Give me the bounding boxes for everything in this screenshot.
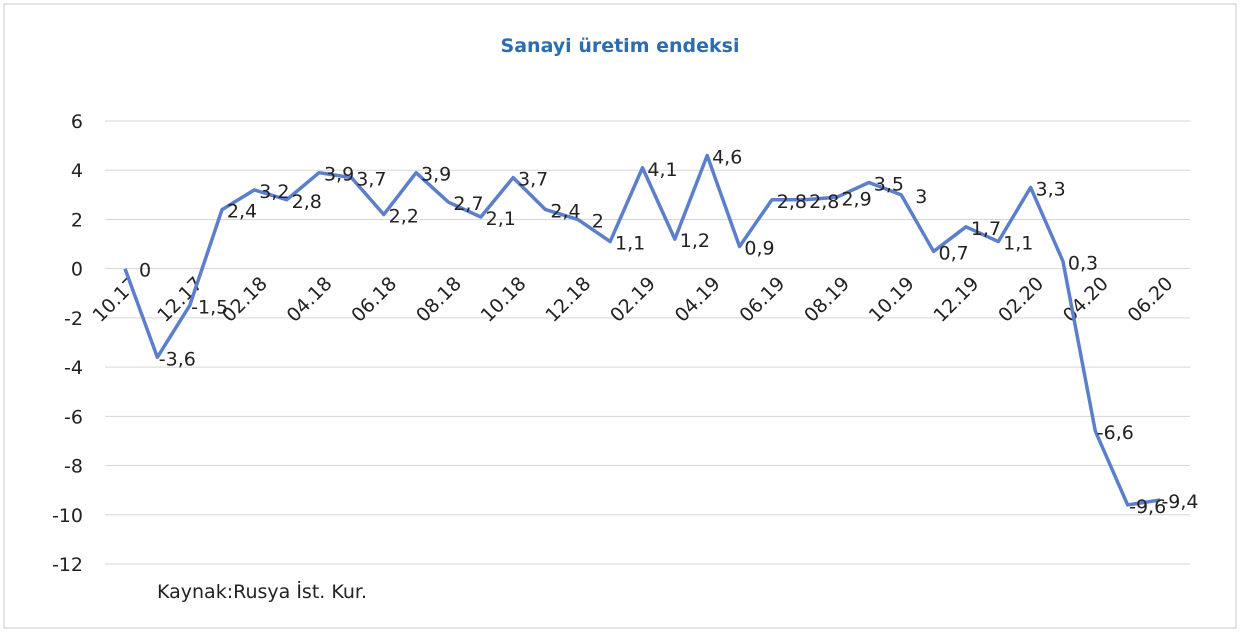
data-label: 2,9 bbox=[841, 188, 871, 210]
data-label: 0,9 bbox=[744, 238, 774, 260]
data-label: 2,8 bbox=[809, 191, 839, 213]
data-label: 3,3 bbox=[1036, 178, 1066, 200]
data-label: 2,2 bbox=[389, 206, 419, 228]
y-tick-label: 6 bbox=[71, 111, 83, 133]
data-label: 2,8 bbox=[777, 191, 807, 213]
data-label: 0,7 bbox=[938, 242, 968, 264]
data-label: 2,8 bbox=[292, 191, 322, 213]
y-tick-label: -10 bbox=[52, 505, 83, 527]
data-label: 4,6 bbox=[712, 146, 742, 168]
y-tick-label: 0 bbox=[71, 259, 83, 281]
data-label: 3 bbox=[915, 186, 927, 208]
data-label: 3,2 bbox=[259, 181, 289, 203]
data-label: -9,6 bbox=[1129, 496, 1166, 518]
data-label: 3,9 bbox=[324, 164, 354, 186]
data-label: 1,1 bbox=[615, 233, 645, 255]
data-label: 2 bbox=[592, 210, 604, 232]
y-tick-label: -12 bbox=[52, 554, 83, 576]
data-label: 3,5 bbox=[874, 174, 904, 196]
data-label: 1,1 bbox=[1003, 233, 1033, 255]
y-tick-label: -2 bbox=[64, 308, 83, 330]
data-label: 2,7 bbox=[453, 193, 483, 215]
y-tick-label: 2 bbox=[71, 209, 83, 231]
y-tick-label: -4 bbox=[64, 357, 83, 379]
data-label: 0,3 bbox=[1068, 252, 1098, 274]
y-tick-label: -6 bbox=[64, 406, 83, 428]
data-label: -3,6 bbox=[159, 348, 196, 370]
data-label: 2,1 bbox=[486, 208, 516, 230]
line bbox=[123, 153, 1161, 507]
data-label: -6,6 bbox=[1097, 422, 1134, 444]
data-label: 2,4 bbox=[227, 201, 257, 223]
data-label: 3,7 bbox=[356, 169, 386, 191]
data-label: 2,4 bbox=[550, 201, 580, 223]
data-label: 1,7 bbox=[971, 218, 1001, 240]
data-label: 4,1 bbox=[647, 159, 677, 181]
data-label: -1,5 bbox=[191, 297, 228, 319]
y-tick-label: 4 bbox=[71, 160, 83, 182]
data-label: -9,4 bbox=[1161, 491, 1198, 513]
chart-title: Sanayi üretim endeksi bbox=[501, 35, 740, 57]
data-label: 3,7 bbox=[518, 169, 548, 191]
source-note: Kaynak:Rusya İst. Kur. bbox=[157, 580, 367, 603]
data-label: 1,2 bbox=[680, 230, 710, 252]
frame bbox=[3, 3, 1237, 629]
data-label: 0 bbox=[139, 260, 151, 282]
y-tick-label: -8 bbox=[64, 456, 83, 478]
data-label: 3,9 bbox=[421, 164, 451, 186]
